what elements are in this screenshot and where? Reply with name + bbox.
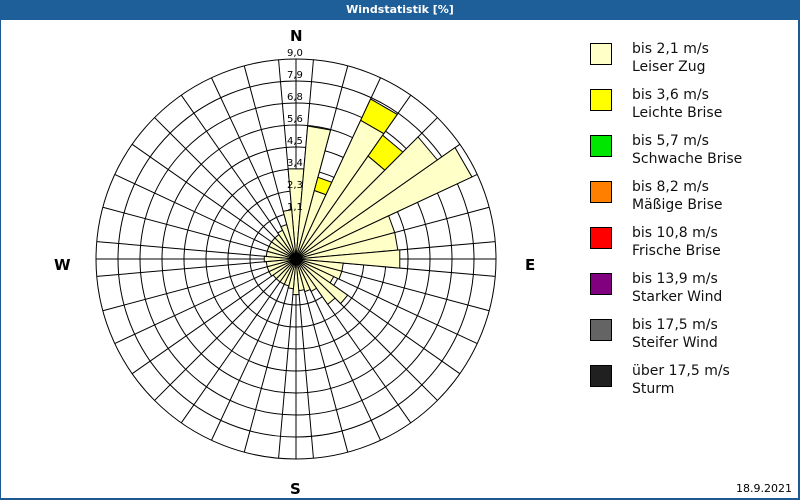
wind-rose-chart: 1,1 2,3 3,4 4,5 5,6 6,8 7,9 9,0	[95, 48, 497, 460]
svg-text:1,1: 1,1	[287, 202, 303, 213]
date-label: 18.9.2021	[736, 482, 792, 495]
legend-label: Starker Wind	[632, 289, 723, 305]
legend-swatch	[590, 181, 612, 203]
legend-label: Schwache Brise	[632, 151, 743, 167]
legend-range: über 17,5 m/s	[632, 363, 730, 379]
rose-tick-labels: 1,1 2,3 3,4 4,5 5,6 6,8 7,9 9,0	[287, 48, 303, 213]
legend-range: bis 10,8 m/s	[632, 225, 718, 241]
legend-range: bis 2,1 m/s	[632, 41, 709, 57]
legend-swatch	[590, 135, 612, 157]
legend-label: Frische Brise	[632, 243, 721, 259]
legend-swatch	[590, 89, 612, 111]
rose-bars	[263, 98, 473, 306]
legend-label: Steifer Wind	[632, 335, 718, 351]
svg-text:2,3: 2,3	[287, 180, 303, 191]
svg-text:7,9: 7,9	[287, 70, 303, 81]
compass-north-label: N	[290, 27, 303, 45]
legend-swatch	[590, 365, 612, 387]
window-title: Windstatistik [%]	[0, 0, 800, 20]
svg-text:3,4: 3,4	[287, 158, 303, 169]
legend-swatch	[590, 227, 612, 249]
legend-range: bis 13,9 m/s	[632, 271, 718, 287]
legend-range: bis 8,2 m/s	[632, 179, 709, 195]
legend-swatch	[590, 43, 612, 65]
legend-range: bis 17,5 m/s	[632, 317, 718, 333]
compass-south-label: S	[290, 480, 301, 498]
legend-range: bis 5,7 m/s	[632, 133, 709, 149]
compass-west-label: W	[54, 256, 71, 274]
legend-label: Leichte Brise	[632, 105, 723, 121]
legend-label: Mäßige Brise	[632, 197, 723, 213]
compass-east-label: E	[525, 256, 536, 274]
legend-range: bis 3,6 m/s	[632, 87, 709, 103]
legend-swatch	[590, 273, 612, 295]
svg-text:4,5: 4,5	[287, 136, 303, 147]
legend-label: Leiser Zug	[632, 59, 706, 75]
svg-text:6,8: 6,8	[287, 92, 303, 103]
legend-swatch	[590, 319, 612, 341]
svg-text:5,6: 5,6	[287, 114, 303, 125]
svg-text:9,0: 9,0	[287, 48, 303, 59]
legend-label: Sturm	[632, 381, 675, 397]
